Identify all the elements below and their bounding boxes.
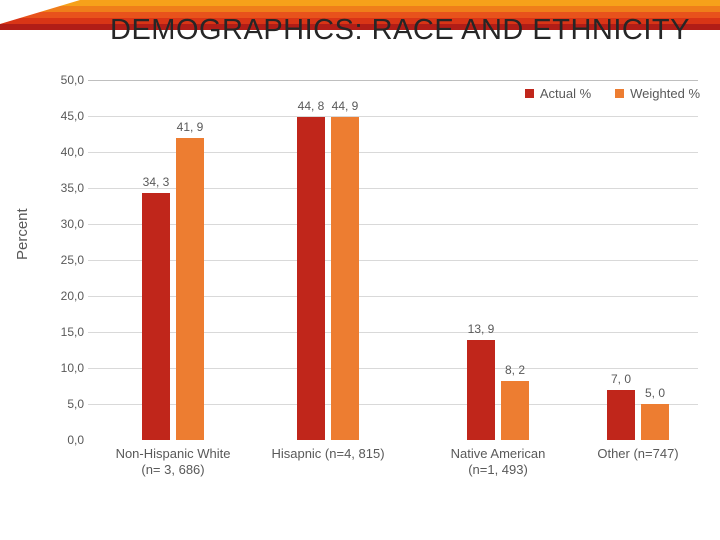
bar-value-label: 5, 0: [645, 386, 665, 400]
bar-value-label: 13, 9: [468, 322, 495, 336]
y-tick: 25,0: [50, 253, 84, 267]
y-axis-label: Percent: [14, 208, 31, 260]
bar: 8, 2: [501, 381, 529, 440]
y-tick: 5,0: [50, 397, 84, 411]
bar-value-label: 44, 9: [332, 99, 359, 113]
y-tick: 10,0: [50, 361, 84, 375]
bar: 44, 9: [331, 117, 359, 440]
bar-group: 13, 98, 2: [467, 340, 529, 440]
y-tick: 15,0: [50, 325, 84, 339]
bar: 7, 0: [607, 390, 635, 440]
bar: 34, 3: [142, 193, 170, 440]
legend-item: Weighted %: [615, 86, 700, 101]
plot-area: 34, 341, 944, 844, 913, 98, 27, 05, 0: [88, 80, 698, 440]
bar-group: 44, 844, 9: [297, 117, 359, 440]
bar-group: 7, 05, 0: [607, 390, 669, 440]
bar-chart: Percent 0,05,010,015,020,025,030,035,040…: [20, 80, 710, 520]
x-axis-label: Native American(n=1, 493): [420, 446, 576, 479]
x-axis-label: Hisapnic (n=4, 815): [250, 446, 406, 462]
legend-swatch: [525, 89, 534, 98]
y-tick: 0,0: [50, 433, 84, 447]
bar: 13, 9: [467, 340, 495, 440]
legend-label: Weighted %: [630, 86, 700, 101]
y-tick: 35,0: [50, 181, 84, 195]
y-tick: 45,0: [50, 109, 84, 123]
bar-group: 34, 341, 9: [142, 138, 204, 440]
bar-value-label: 8, 2: [505, 363, 525, 377]
bar-value-label: 7, 0: [611, 372, 631, 386]
y-tick: 30,0: [50, 217, 84, 231]
slide: DEMOGRAPHICS: RACE AND ETHNICITY Percent…: [0, 0, 720, 540]
legend: Actual % Weighted %: [525, 86, 700, 101]
bar-value-label: 44, 8: [298, 99, 325, 113]
legend-item: Actual %: [525, 86, 591, 101]
legend-swatch: [615, 89, 624, 98]
legend-label: Actual %: [540, 86, 591, 101]
x-axis-label: Non-Hispanic White(n= 3, 686): [95, 446, 251, 479]
slide-title: DEMOGRAPHICS: RACE AND ETHNICITY: [110, 14, 690, 47]
y-tick: 40,0: [50, 145, 84, 159]
y-tick: 50,0: [50, 73, 84, 87]
x-axis-label: Other (n=747): [560, 446, 716, 462]
bar-value-label: 34, 3: [143, 175, 170, 189]
bar: 5, 0: [641, 404, 669, 440]
bar-value-label: 41, 9: [177, 120, 204, 134]
bar: 41, 9: [176, 138, 204, 440]
bar: 44, 8: [297, 117, 325, 440]
y-tick: 20,0: [50, 289, 84, 303]
